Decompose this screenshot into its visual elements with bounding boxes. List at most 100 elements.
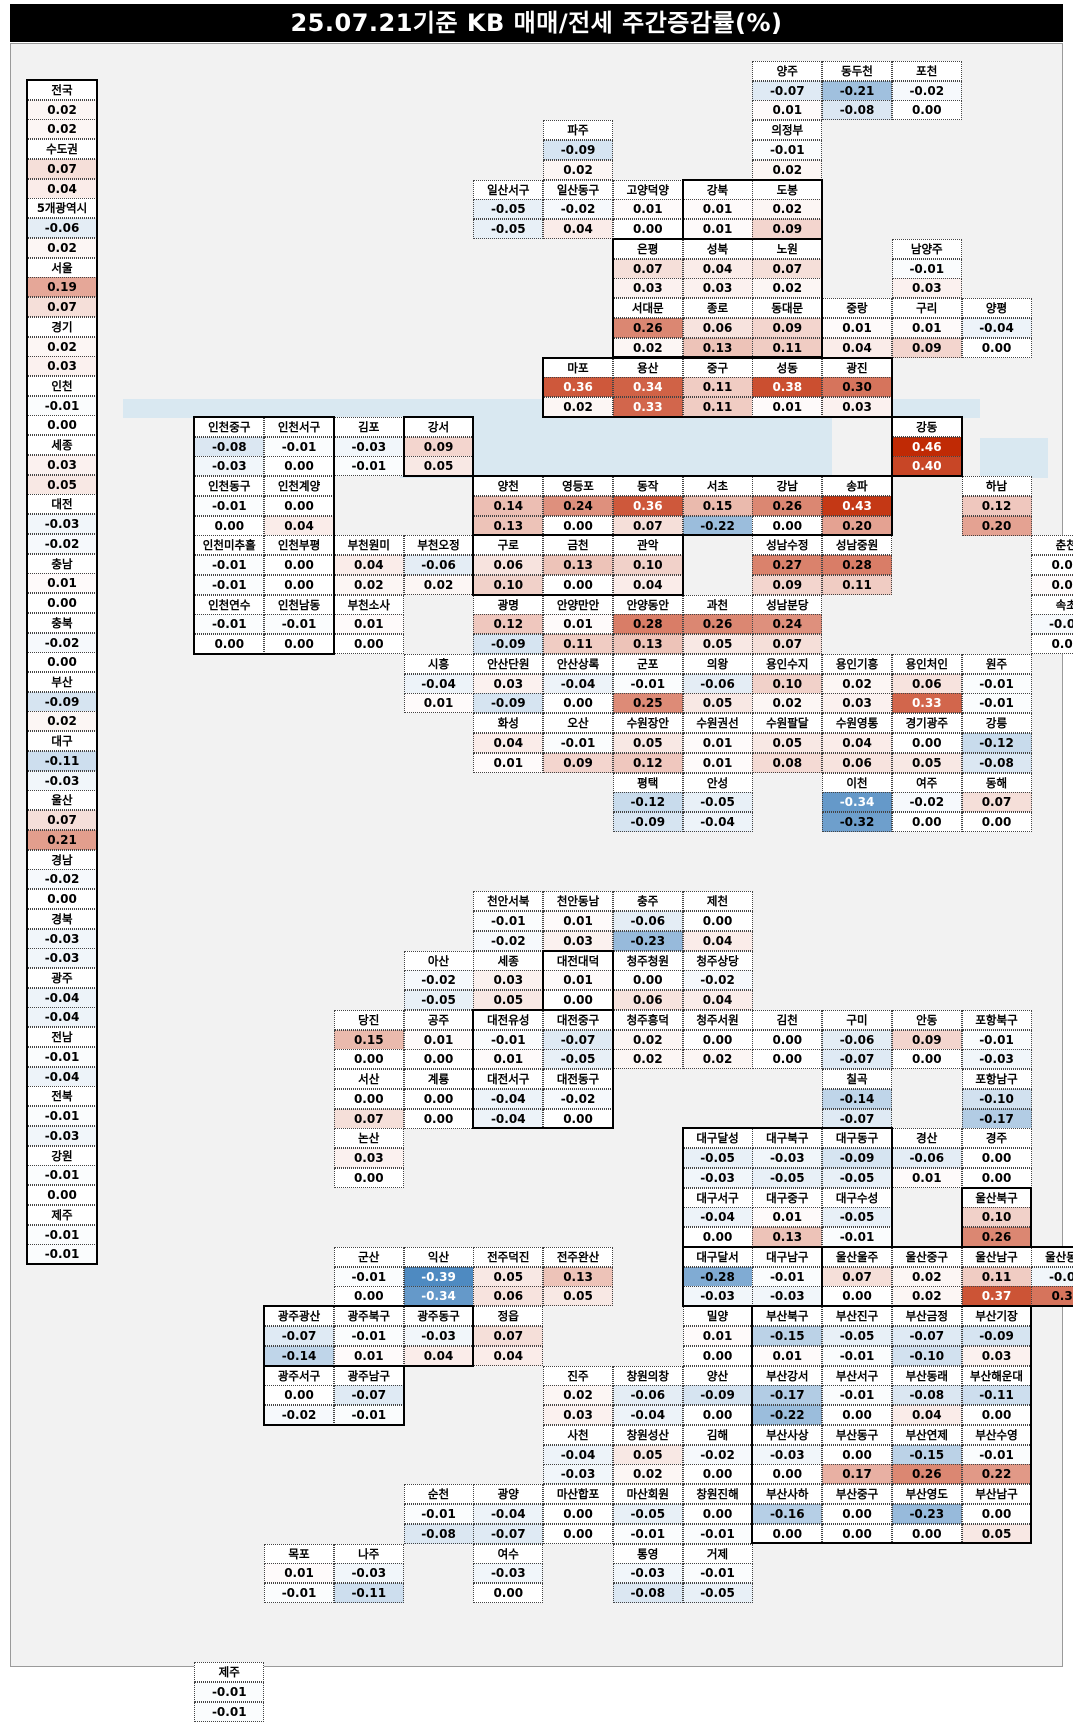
seoul-north-border	[542, 356, 893, 418]
region-label: 전주완산	[543, 1247, 613, 1267]
region-sale-value: -0.05	[612, 1503, 683, 1524]
summary-sale-value: -0.11	[27, 750, 97, 771]
region-jeonse-value: 0.04	[682, 989, 753, 1010]
region-sale-value: 0.04	[822, 733, 892, 753]
region-label: 울산중구	[891, 1247, 962, 1267]
summary-label: 전남	[27, 1027, 97, 1048]
summary-sale-value: 0.19	[27, 277, 97, 298]
region-jeonse-value: -0.05	[403, 989, 474, 1010]
region-sale-value: 0.13	[543, 1266, 613, 1287]
region-sale-value: 0.00	[543, 1503, 613, 1524]
region-label: 창원진해	[682, 1484, 753, 1505]
ulsan-group-border	[821, 1246, 1073, 1308]
region-jeonse-value: 0.25	[612, 693, 683, 714]
region-label: 사천	[543, 1424, 613, 1445]
region-sale-value: 0.06	[682, 317, 753, 338]
summary-jeonse-value: 0.03	[27, 356, 97, 377]
region-label: 수원영통	[822, 713, 892, 734]
region-sale-value: 0.01	[822, 317, 892, 338]
region-jeonse-value: 0.00	[264, 574, 334, 595]
region-label: 대구남구	[752, 1247, 823, 1267]
region-jeonse-value: 0.03	[822, 396, 892, 417]
region-label: 대전대덕	[543, 950, 613, 971]
region-sale-value: 0.10	[752, 673, 823, 694]
region-jeonse-value: 0.26	[891, 1464, 962, 1485]
summary-jeonse-value: 0.00	[27, 1185, 97, 1205]
region-label: 여주	[891, 772, 962, 793]
summary-sale-value: -0.01	[27, 1165, 97, 1186]
region-jeonse-value: 0.02	[543, 159, 613, 180]
summary-sale-value: -0.09	[27, 691, 97, 712]
region-sale-value: 0.24	[543, 495, 613, 516]
region-jeonse-value: 0.00	[961, 337, 1032, 358]
region-jeonse-value: 0.00	[891, 1049, 962, 1070]
region-jeonse-value: -0.03	[682, 1167, 753, 1188]
summary-label: 부산	[27, 672, 97, 692]
region-sale-value: 0.02	[612, 1029, 683, 1050]
region-jeonse-value: -0.07	[822, 1049, 892, 1070]
region-label: 구리	[891, 298, 962, 319]
region-jeonse-value: -0.09	[612, 812, 683, 832]
region-sale-value: 0.03	[473, 970, 544, 991]
region-label: 부산서구	[822, 1365, 892, 1386]
region-label: 청주서원	[682, 1009, 753, 1030]
region-label: 부천소사	[333, 594, 404, 615]
region-jeonse-value: 0.03	[961, 1345, 1032, 1366]
region-jeonse-value: 0.02	[612, 1464, 683, 1485]
region-sale-value: -0.03	[333, 436, 404, 457]
region-label: 정읍	[473, 1306, 544, 1327]
region-label: 양평	[961, 298, 1032, 319]
region-sale-value: -0.17	[752, 1385, 823, 1406]
region-jeonse-value: -0.03	[194, 456, 265, 477]
region-sale-value: -0.08	[891, 1385, 962, 1406]
region-sale-value: 0.01	[543, 910, 613, 931]
region-jeonse-value: 0.00	[333, 1049, 404, 1070]
region-sale-value: 0.00	[682, 1503, 753, 1524]
region-sale-value: -0.01	[891, 258, 962, 279]
region-label: 수원팔달	[752, 713, 823, 734]
region-label: 평택	[612, 772, 683, 793]
region-jeonse-value: -0.01	[961, 693, 1032, 714]
region-sale-value: 0.15	[333, 1029, 404, 1050]
region-label: 양천	[473, 476, 544, 497]
summary-label: 울산	[27, 790, 97, 811]
region-sale-value: -0.04	[403, 673, 474, 694]
region-jeonse-value: -0.08	[822, 100, 892, 121]
region-jeonse-value: 0.00	[473, 1582, 544, 1603]
region-sale-value: -0.05	[822, 1207, 892, 1228]
summary-sale-value: 0.02	[27, 336, 97, 357]
region-label: 울산북구	[961, 1187, 1032, 1208]
region-label: 강릉	[961, 713, 1032, 734]
region-jeonse-value: 0.00	[682, 1405, 753, 1425]
region-jeonse-value: 0.00	[543, 574, 613, 595]
region-label: 양산	[682, 1365, 753, 1386]
region-label: 청주상당	[682, 950, 753, 971]
region-sale-value: 0.09	[752, 317, 823, 338]
daejeon-group-border	[542, 949, 614, 1011]
region-jeonse-value: 0.22	[961, 1464, 1032, 1485]
region-sale-value: 0.01	[682, 1326, 753, 1346]
region-sale-value: 0.07	[822, 1266, 892, 1287]
region-label: 이천	[822, 772, 892, 793]
region-label: 서초	[682, 476, 753, 497]
region-sale-value: 0.04	[333, 555, 404, 576]
region-label: 동두천	[822, 61, 892, 81]
region-sale-value: 0.15	[682, 495, 753, 516]
region-sale-value: -0.02	[682, 1444, 753, 1465]
region-sale-value: -0.34	[822, 792, 892, 813]
region-sale-value: -0.02	[1031, 614, 1073, 635]
region-sale-value: -0.03	[612, 1563, 683, 1584]
region-jeonse-value: 0.33	[891, 693, 962, 714]
seoul-north-border	[681, 178, 823, 240]
region-sale-value: 0.36	[612, 495, 683, 516]
region-jeonse-value: -0.03	[961, 1049, 1032, 1070]
region-jeonse-value: 0.40	[891, 456, 962, 477]
region-jeonse-value: -0.05	[473, 219, 544, 239]
region-jeonse-value: -0.05	[752, 1167, 823, 1188]
region-label: 성남분당	[752, 594, 823, 615]
region-label: 춘천	[1031, 535, 1073, 556]
summary-jeonse-value: -0.04	[27, 1007, 97, 1028]
region-label: 부천원미	[333, 535, 404, 556]
region-jeonse-value: 0.02	[752, 693, 823, 714]
summary-jeonse-value: 0.02	[27, 711, 97, 732]
